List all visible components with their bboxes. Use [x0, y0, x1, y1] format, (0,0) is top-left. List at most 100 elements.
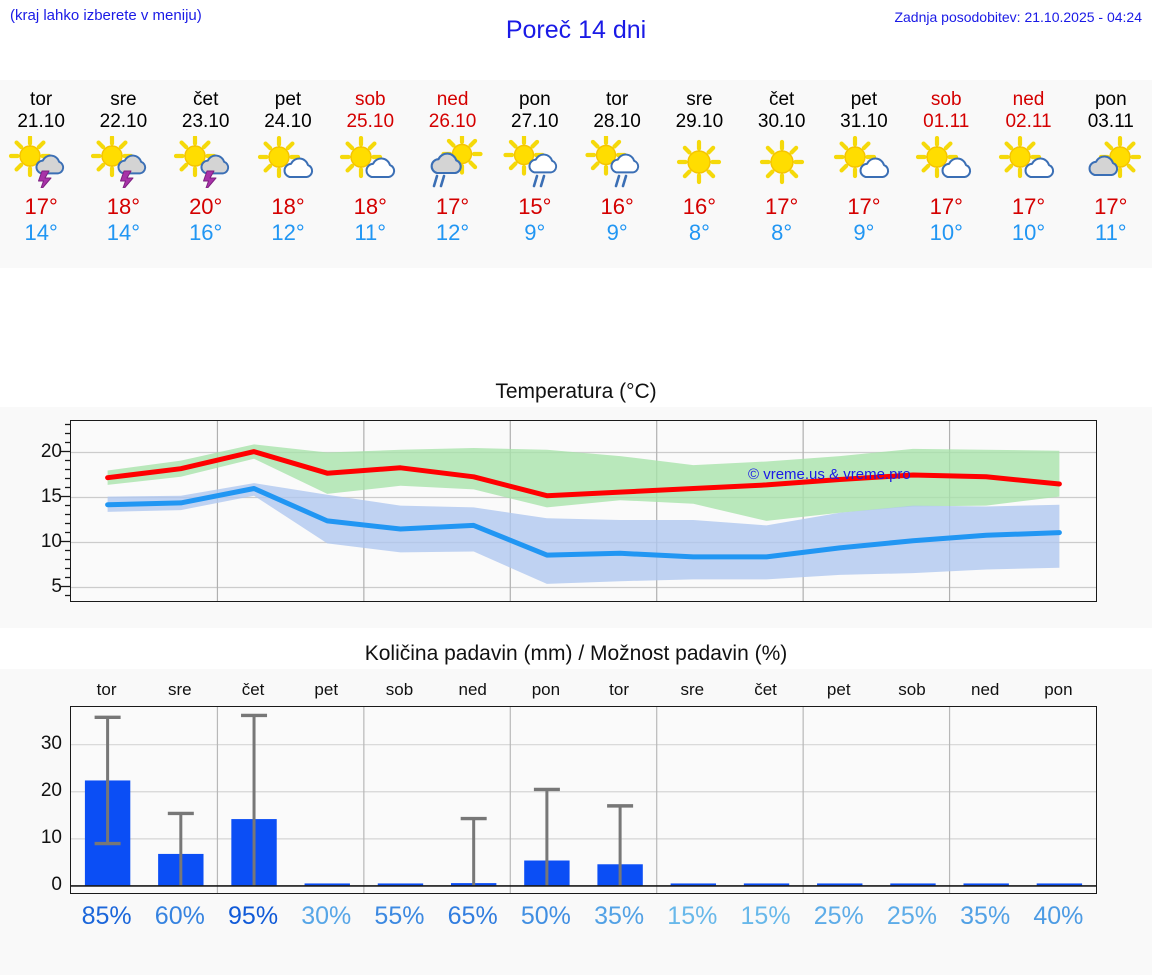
precipitation-probability: 60%	[154, 902, 205, 930]
temp-max: 17°	[765, 194, 799, 219]
day-of-week: čet	[193, 89, 219, 110]
precipitation-day-label: ned	[970, 680, 1000, 699]
precipitation-probability: 95%	[228, 902, 279, 930]
forecast-day-column[interactable]: pet 31.10 17° 9°	[823, 80, 905, 268]
temp-min: 12°	[435, 220, 470, 245]
precipitation-y-tick: 30	[40, 732, 62, 754]
temp-min: 14°	[24, 220, 58, 245]
forecast-day-column[interactable]: tor 21.10 17° 14°	[0, 80, 82, 268]
menu-hint: (kraj lahko izberete v meniju)	[10, 7, 202, 24]
day-of-week: čet	[768, 89, 795, 110]
temperature-y-tick: 10	[40, 530, 62, 552]
temp-min: 16°	[189, 220, 223, 245]
precipitation-day-label: pon	[531, 680, 561, 699]
forecast-day-column[interactable]: pon 27.10 15° 9°	[494, 80, 576, 268]
precipitation-y-tick: 0	[51, 873, 62, 895]
precipitation-probability: 85%	[81, 902, 132, 930]
temp-min: 10°	[1011, 220, 1046, 245]
forecast-day-column[interactable]: sob 25.10 18° 11°	[329, 80, 411, 268]
precipitation-probability: 15%	[667, 902, 718, 930]
forecast-day-column[interactable]: tor 28.10 16° 9°	[576, 80, 658, 268]
precipitation-day-label: sre	[680, 680, 705, 699]
precipitation-day-label: ned	[458, 680, 487, 699]
last-updated: Zadnja posodobitev: 21.10.2025 - 04:24	[894, 9, 1142, 25]
sun-cloud-icon	[993, 136, 1065, 188]
precipitation-day-label: tor	[609, 680, 630, 699]
day-date: 02.11	[1005, 111, 1052, 132]
precipitation-day-label: pet	[826, 680, 851, 699]
precipitation-probability: 15%	[740, 902, 791, 930]
precipitation-day-label: pon	[1044, 680, 1073, 699]
day-date: 27.10	[511, 111, 559, 132]
day-date: 30.10	[757, 111, 806, 132]
sun-cloud-icon	[252, 136, 324, 188]
day-of-week: tor	[606, 89, 629, 110]
forecast-day-column[interactable]: pet 24.10 18° 12°	[247, 80, 329, 268]
precipitation-probability: 55%	[374, 902, 425, 930]
day-date: 25.10	[346, 111, 395, 132]
temperature-panel: Temperatura (°C) 5 10 15 20 © vreme.us & vre…	[0, 378, 1152, 628]
forecast-day-column[interactable]: ned 26.10 17° 12°	[411, 80, 493, 268]
day-date: 01.11	[923, 111, 970, 132]
temp-min: 9°	[853, 220, 875, 245]
day-date: 03.11	[1087, 111, 1134, 132]
precipitation-probability: 50%	[520, 902, 571, 930]
day-date: 21.10	[17, 111, 65, 132]
temp-max: 17°	[847, 194, 881, 219]
temp-max: 17°	[1011, 194, 1046, 219]
day-of-week: pet	[850, 89, 878, 110]
precipitation-probability: 30%	[301, 902, 352, 930]
precipitation-day-label: pet	[314, 680, 339, 699]
day-date: 23.10	[181, 111, 230, 132]
forecast-day-column[interactable]: pon 03.11 17° 11°	[1070, 80, 1152, 268]
temperature-plot	[70, 420, 1097, 602]
precipitation-day-label: sob	[898, 680, 926, 699]
temp-min: 9°	[606, 220, 628, 245]
day-date: 24.10	[264, 111, 312, 132]
precipitation-probability: 25%	[813, 902, 864, 930]
sun-cloud-thunder-icon	[5, 136, 77, 188]
sun-cloud-icon	[828, 136, 900, 188]
precipitation-day-label: čet	[241, 680, 265, 699]
day-of-week: pon	[518, 89, 551, 110]
temperature-y-tick: 20	[40, 440, 62, 462]
precipitation-probability: 25%	[886, 902, 937, 930]
day-of-week: sob	[930, 89, 962, 110]
temperature-chart-title: Temperatura (°C)	[0, 378, 1152, 407]
day-of-week: sob	[354, 89, 386, 110]
temp-min: 11°	[354, 220, 387, 245]
day-of-week: pon	[1094, 89, 1127, 110]
temp-max: 17°	[1094, 194, 1128, 219]
precipitation-probability: 35%	[960, 902, 1011, 930]
temp-max: 17°	[929, 194, 963, 219]
forecast-day-column[interactable]: sob 01.11 17° 10°	[905, 80, 987, 268]
temp-min: 11°	[1094, 220, 1127, 245]
temp-min: 8°	[688, 220, 710, 245]
precipitation-panel: Količina padavin (mm) / Možnost padavin …	[0, 640, 1152, 975]
temp-max: 17°	[435, 194, 470, 219]
day-of-week: sre	[110, 89, 137, 110]
precipitation-chart-title: Količina padavin (mm) / Možnost padavin …	[0, 640, 1152, 669]
day-date: 28.10	[593, 111, 641, 132]
forecast-day-column[interactable]: čet 23.10 20° 16°	[165, 80, 247, 268]
sun-cloud-icon	[334, 136, 406, 188]
top-bar: (kraj lahko izberete v meniju) Poreč 14 …	[0, 0, 1152, 48]
precipitation-y-tick: 10	[40, 826, 62, 848]
day-of-week: ned	[1012, 89, 1045, 110]
page-title: Poreč 14 dni	[505, 16, 647, 44]
precipitation-day-label: sre	[168, 680, 192, 699]
day-of-week: sre	[686, 89, 713, 110]
sun-cloud-rain-icon	[581, 136, 653, 188]
forecast-day-column[interactable]: sre 22.10 18° 14°	[82, 80, 164, 268]
forecast-day-column[interactable]: čet 30.10 17° 8°	[741, 80, 823, 268]
precipitation-day-label: čet	[754, 680, 777, 699]
day-of-week: tor	[30, 89, 53, 110]
temperature-y-tick: 15	[40, 485, 62, 507]
precipitation-y-tick: 20	[40, 779, 62, 801]
temp-min: 10°	[929, 220, 963, 245]
forecast-day-column[interactable]: ned 02.11 17° 10°	[987, 80, 1069, 268]
precipitation-probability: 65%	[447, 902, 498, 930]
forecast-day-column[interactable]: sre 29.10 16° 8°	[658, 80, 740, 268]
day-date: 26.10	[428, 111, 477, 132]
temp-min: 8°	[771, 220, 793, 245]
